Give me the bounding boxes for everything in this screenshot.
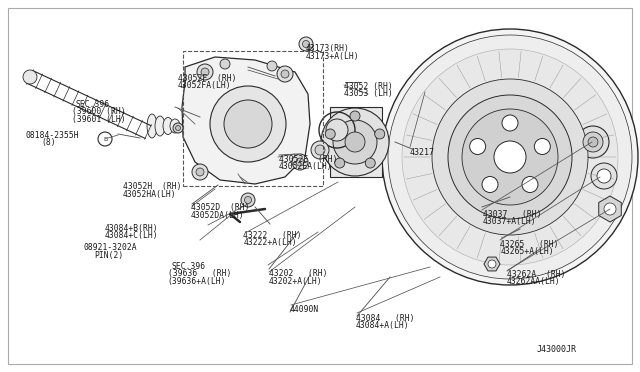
Circle shape (201, 68, 209, 76)
Text: PIN(2): PIN(2) (95, 251, 124, 260)
Text: (39600 (RH): (39600 (RH) (72, 107, 125, 116)
Circle shape (588, 137, 598, 147)
Text: (8): (8) (41, 138, 56, 147)
Text: 43052H  (RH): 43052H (RH) (123, 182, 181, 191)
Text: 44090N: 44090N (289, 305, 319, 314)
Text: 43084+B(RH): 43084+B(RH) (105, 224, 159, 233)
Text: 43217: 43217 (410, 148, 435, 157)
Polygon shape (484, 257, 500, 271)
Text: 43173(RH): 43173(RH) (306, 44, 350, 53)
Circle shape (604, 203, 616, 215)
Polygon shape (599, 196, 621, 222)
Circle shape (365, 158, 375, 168)
Text: 43262AA(LH): 43262AA(LH) (507, 278, 561, 286)
Circle shape (534, 138, 550, 154)
Text: 43052D  (RH): 43052D (RH) (191, 203, 249, 212)
Circle shape (577, 126, 609, 158)
Text: 43173+A(LH): 43173+A(LH) (306, 52, 360, 61)
Circle shape (281, 70, 289, 78)
Circle shape (210, 86, 286, 162)
Circle shape (388, 35, 632, 279)
Ellipse shape (163, 118, 173, 135)
Text: 43052F  (RH): 43052F (RH) (178, 74, 236, 83)
Circle shape (597, 169, 611, 183)
Circle shape (296, 158, 304, 166)
Circle shape (173, 123, 183, 133)
Text: (39601 (LH): (39601 (LH) (72, 115, 125, 124)
Text: 43084   (RH): 43084 (RH) (356, 314, 414, 323)
Ellipse shape (147, 114, 157, 138)
Circle shape (591, 163, 617, 189)
Circle shape (335, 158, 345, 168)
Circle shape (325, 129, 335, 139)
Text: 43037   (RH): 43037 (RH) (483, 210, 541, 219)
Text: 43202   (RH): 43202 (RH) (269, 269, 327, 278)
Text: 43265   (RH): 43265 (RH) (500, 240, 559, 248)
Ellipse shape (155, 116, 165, 136)
Circle shape (382, 29, 638, 285)
Circle shape (326, 119, 348, 141)
Circle shape (345, 132, 365, 152)
Text: 43222   (RH): 43222 (RH) (243, 231, 301, 240)
Text: SEC.396: SEC.396 (172, 262, 205, 271)
Circle shape (448, 95, 572, 219)
Circle shape (488, 260, 496, 268)
Circle shape (350, 111, 360, 121)
Circle shape (494, 141, 526, 173)
Circle shape (583, 132, 603, 152)
Circle shape (462, 109, 558, 205)
Text: 43052 (RH): 43052 (RH) (344, 82, 393, 91)
Text: 43053 (LH): 43053 (LH) (344, 89, 393, 98)
Text: 43052HA(LH): 43052HA(LH) (123, 190, 177, 199)
Text: (39636   (RH): (39636 (RH) (168, 269, 231, 278)
Text: 08184-2355H: 08184-2355H (26, 131, 79, 140)
Text: 43052E  (RH): 43052E (RH) (279, 155, 337, 164)
Text: 43262A  (RH): 43262A (RH) (507, 270, 565, 279)
Text: (39636+A(LH): (39636+A(LH) (168, 277, 226, 286)
Circle shape (303, 41, 310, 48)
Circle shape (402, 49, 618, 265)
Circle shape (175, 125, 180, 131)
Text: 43037+A(LH): 43037+A(LH) (483, 217, 536, 226)
Bar (183, 51, 323, 186)
Text: J43000JR: J43000JR (536, 345, 576, 354)
Text: 43084+C(LH): 43084+C(LH) (105, 231, 159, 240)
Ellipse shape (170, 119, 180, 133)
Circle shape (267, 61, 277, 71)
Text: 43202+A(LH): 43202+A(LH) (269, 277, 323, 286)
Circle shape (196, 168, 204, 176)
Circle shape (224, 100, 272, 148)
Text: 43265+A(LH): 43265+A(LH) (500, 247, 554, 256)
Circle shape (482, 176, 498, 192)
Circle shape (502, 115, 518, 131)
Circle shape (241, 193, 255, 207)
Text: 08921-3202A: 08921-3202A (83, 243, 137, 252)
Circle shape (522, 176, 538, 192)
Text: 43222+A(LH): 43222+A(LH) (243, 238, 297, 247)
Circle shape (277, 66, 293, 82)
Circle shape (375, 129, 385, 139)
Circle shape (333, 120, 377, 164)
Circle shape (311, 141, 329, 159)
Circle shape (321, 108, 389, 176)
Circle shape (315, 145, 325, 155)
Text: 43052EA(LH): 43052EA(LH) (279, 162, 333, 171)
Circle shape (220, 59, 230, 69)
Circle shape (432, 79, 588, 235)
Text: 43084+A(LH): 43084+A(LH) (356, 321, 410, 330)
Circle shape (244, 196, 252, 203)
Circle shape (23, 70, 37, 84)
Circle shape (292, 154, 308, 170)
Circle shape (470, 138, 486, 154)
Circle shape (197, 64, 213, 80)
Text: B: B (103, 137, 107, 141)
Circle shape (192, 164, 208, 180)
Polygon shape (182, 57, 310, 184)
Text: SEC.396: SEC.396 (76, 100, 109, 109)
Bar (330, 107, 382, 177)
Text: 43052DA(LH): 43052DA(LH) (191, 211, 244, 219)
Text: 43052FA(LH): 43052FA(LH) (178, 81, 232, 90)
Circle shape (299, 37, 313, 51)
